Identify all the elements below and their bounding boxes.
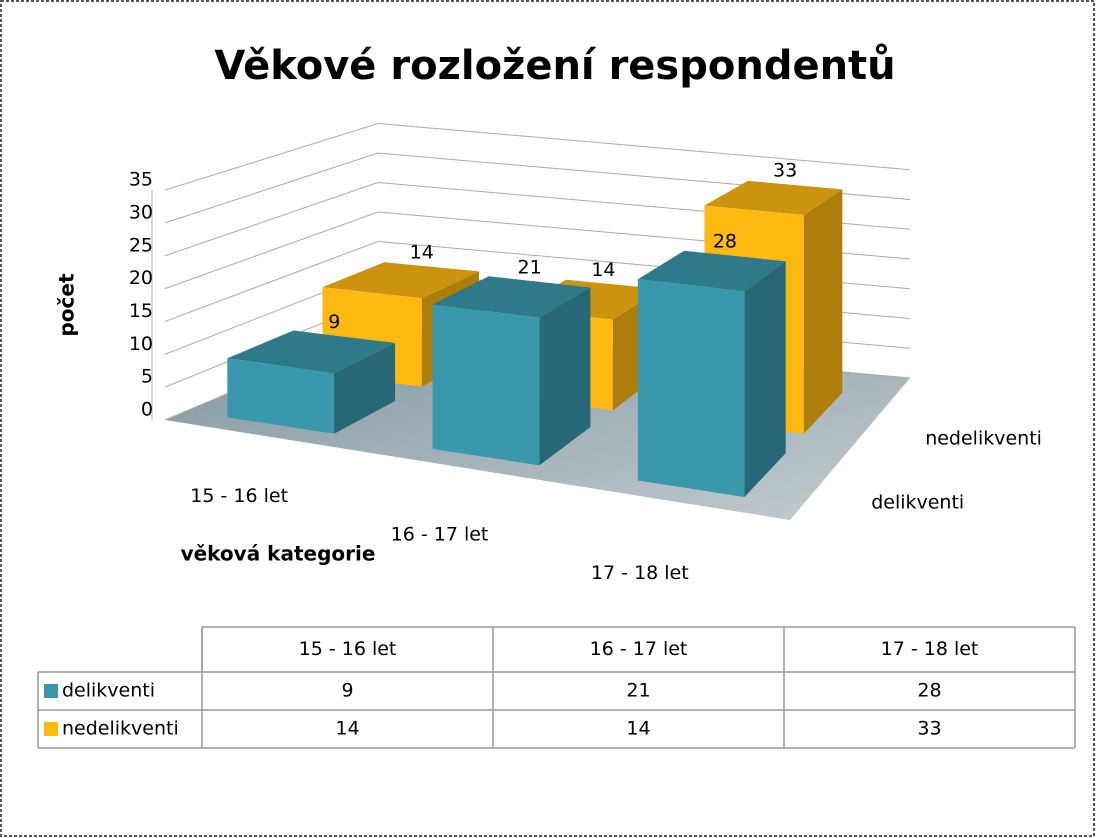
y-tick-label: 30 bbox=[129, 201, 153, 223]
table-value: 9 bbox=[341, 680, 353, 702]
x-tick-label: 15 - 16 let bbox=[190, 485, 288, 507]
chart-title: Věkové rozložení respondentů bbox=[214, 42, 895, 89]
table-header: 16 - 17 let bbox=[590, 638, 688, 660]
x-axis-label: věková kategorie bbox=[181, 542, 376, 566]
table-value: 21 bbox=[626, 680, 650, 702]
bar bbox=[432, 276, 591, 466]
table-value: 14 bbox=[626, 718, 650, 740]
table-value: 33 bbox=[917, 718, 941, 740]
table-value: 28 bbox=[917, 680, 941, 702]
data-label: 21 bbox=[518, 256, 542, 278]
bar-top bbox=[432, 276, 591, 318]
bar-top bbox=[637, 250, 786, 292]
y-tick-label: 35 bbox=[129, 169, 153, 191]
series-axis-label: nedelikventi bbox=[925, 428, 1042, 450]
x-tick-label: 17 - 18 let bbox=[591, 562, 689, 584]
legend-swatch bbox=[44, 684, 58, 698]
data-label: 14 bbox=[591, 259, 615, 281]
y-axis-label: počet bbox=[55, 273, 79, 336]
data-label: 33 bbox=[773, 160, 797, 182]
bar bbox=[227, 330, 396, 434]
bar-side bbox=[539, 287, 591, 466]
series-axis-label: delikventi bbox=[871, 492, 964, 514]
y-tick-label: 0 bbox=[141, 399, 153, 421]
y-tick-label: 20 bbox=[129, 267, 153, 289]
bar-front bbox=[432, 304, 540, 466]
y-tick-label: 15 bbox=[129, 300, 153, 322]
bar-front bbox=[637, 279, 745, 497]
bar-top bbox=[227, 330, 396, 374]
grid-line bbox=[164, 122, 911, 191]
bar-side bbox=[803, 189, 843, 434]
data-label: 9 bbox=[328, 311, 340, 333]
data-label: 14 bbox=[410, 241, 434, 263]
legend-label: nedelikventi bbox=[62, 718, 179, 740]
table-value: 14 bbox=[335, 718, 359, 740]
bar-front bbox=[227, 358, 335, 434]
y-tick-label: 10 bbox=[129, 333, 153, 355]
y-tick-label: 25 bbox=[129, 234, 153, 256]
legend-swatch bbox=[44, 722, 58, 736]
bar-top bbox=[704, 180, 843, 216]
bar-top bbox=[322, 262, 479, 299]
grid-line bbox=[164, 152, 911, 224]
table-header: 17 - 18 let bbox=[881, 638, 979, 660]
y-tick-label: 5 bbox=[141, 366, 153, 388]
x-tick-label: 16 - 17 let bbox=[391, 524, 489, 546]
bar-side bbox=[334, 343, 396, 434]
table-header: 15 - 16 let bbox=[299, 638, 397, 660]
bar bbox=[637, 250, 786, 497]
legend-label: delikventi bbox=[62, 680, 155, 702]
bar-side bbox=[744, 261, 786, 497]
data-label: 28 bbox=[713, 231, 737, 253]
